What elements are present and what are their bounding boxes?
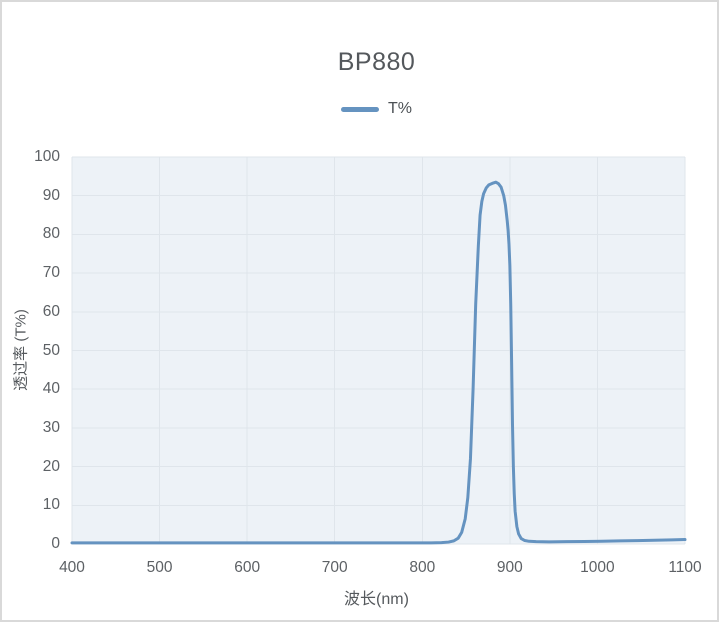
y-tick-label: 30: [42, 418, 60, 436]
y-tick-label: 100: [34, 148, 60, 165]
legend-line-swatch: [341, 106, 379, 112]
x-tick-label: 1000: [580, 559, 615, 576]
x-tick-label: 1100: [668, 559, 702, 576]
x-tick-label: 600: [234, 559, 261, 576]
plot-area: [70, 156, 687, 545]
y-tick-label: 20: [42, 457, 60, 475]
y-tick-label: 40: [42, 380, 60, 398]
x-tick-label: 500: [146, 559, 173, 576]
y-tick-label: 60: [42, 302, 60, 320]
x-tick-label: 800: [409, 559, 436, 576]
x-tick-label: 700: [321, 559, 348, 576]
x-tick-label: 400: [59, 559, 85, 576]
x-tick-label: 900: [496, 559, 523, 576]
x-axis-title: 波长(nm): [344, 591, 409, 608]
y-tick-label: 90: [42, 186, 60, 204]
chart-title: BP880: [337, 48, 416, 76]
plot-svg: [70, 156, 687, 545]
y-tick-label: 80: [42, 225, 60, 243]
series-line-T%: [70, 180, 687, 545]
y-tick-label: 0: [51, 535, 60, 552]
legend-item[interactable]: T%: [341, 100, 412, 118]
legend-label: T%: [388, 100, 412, 117]
y-tick-label: 70: [42, 264, 60, 282]
y-tick-label: 50: [42, 341, 60, 359]
y-tick-label: 10: [42, 496, 60, 514]
legend: T%: [70, 99, 683, 119]
